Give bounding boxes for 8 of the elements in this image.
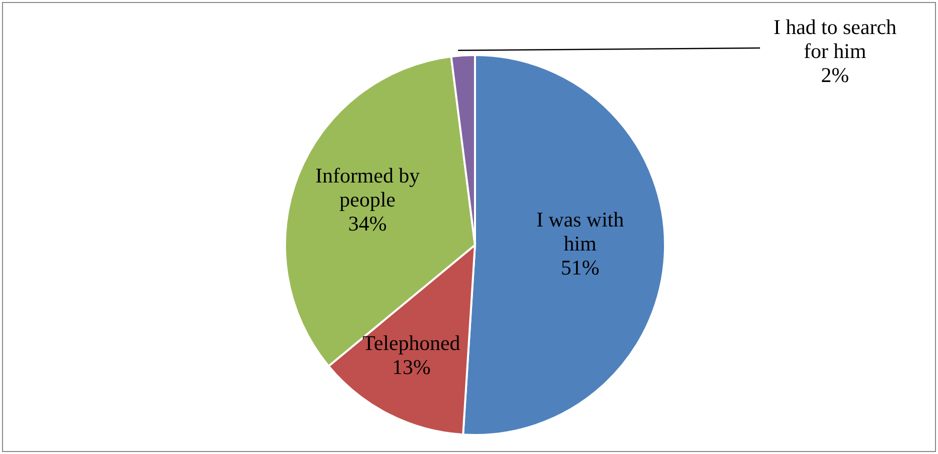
slice-label: I was with him: [536, 207, 624, 256]
data-label: 34%: [348, 211, 387, 236]
slice-label: Telephoned: [362, 331, 461, 356]
slice-label: I had to search for him: [773, 15, 898, 63]
slice-label: Informed by people: [315, 163, 420, 212]
data-label: 51%: [560, 255, 600, 280]
data-label: 2%: [821, 63, 849, 87]
data-label: 13%: [392, 355, 431, 380]
